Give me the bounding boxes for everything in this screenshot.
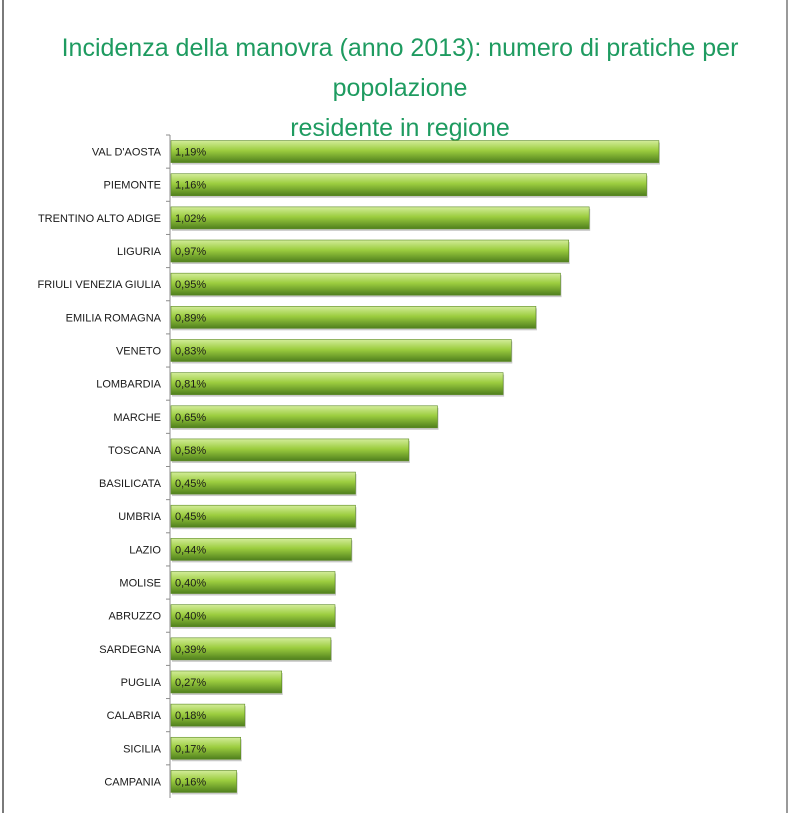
bar (170, 206, 590, 230)
bar (170, 604, 336, 627)
category-label: SARDEGNA (99, 644, 161, 656)
bar (170, 372, 504, 395)
bar (170, 239, 570, 263)
bar (170, 306, 537, 329)
chart-title-line-2: residente in regione (290, 114, 510, 142)
category-label: UMBRIA (118, 511, 161, 523)
bar (170, 339, 512, 362)
category-label: ABRUZZO (108, 611, 161, 623)
bar (170, 405, 438, 429)
category-label: VENETO (116, 345, 161, 357)
category-label: VAL D'AOSTA (92, 147, 162, 159)
bar (170, 670, 282, 694)
bar (170, 637, 332, 661)
right-frame-border (786, 0, 788, 813)
bar (170, 504, 356, 528)
category-label: TOSCANA (108, 445, 162, 457)
category-label: LOMBARDIA (96, 379, 161, 391)
bar-series: VAL D'AOSTA 1,19% PIEMONTE 1,16% TRENTINO AL… (38, 134, 660, 795)
bar (170, 471, 356, 495)
chart-title: Incidenza della manovra (anno 2013): num… (40, 28, 760, 148)
category-label: PIEMONTE (104, 180, 161, 192)
category-label: BASILICATA (99, 478, 162, 490)
category-label: CAMPANIA (104, 776, 161, 788)
value-label: 0,40% (175, 611, 206, 623)
bar (170, 538, 352, 561)
value-label: 1,02% (175, 213, 206, 225)
category-label: MARCHE (113, 412, 161, 424)
value-label: 0,16% (175, 776, 206, 788)
value-label: 0,27% (175, 677, 206, 689)
value-label: 0,89% (175, 312, 206, 324)
value-label: 0,65% (175, 412, 206, 424)
category-label: MOLISE (119, 578, 161, 590)
bar (170, 140, 660, 163)
value-label: 0,83% (175, 345, 206, 357)
category-label: FRIULI VENEZIA GIULIA (38, 279, 162, 291)
bar (170, 703, 246, 727)
chart-title-line-1: Incidenza della manovra (anno 2013): num… (61, 34, 739, 102)
value-label: 0,45% (175, 511, 206, 523)
value-label: 0,81% (175, 379, 206, 391)
value-label: 0,40% (175, 578, 206, 590)
bar (170, 736, 241, 760)
bar (170, 571, 336, 594)
bar (170, 173, 647, 197)
category-label: EMILIA ROMAGNA (66, 312, 162, 324)
bar (170, 438, 410, 462)
value-label: 1,16% (175, 180, 206, 192)
category-label: PUGLIA (121, 677, 162, 689)
value-label: 0,97% (175, 246, 206, 258)
category-label: LIGURIA (117, 246, 162, 258)
bar (170, 272, 561, 296)
value-label: 0,95% (175, 279, 206, 291)
category-label: LAZIO (129, 544, 161, 556)
value-label: 0,18% (175, 710, 206, 722)
left-frame-border (2, 0, 4, 813)
category-label: CALABRIA (107, 710, 162, 722)
category-label: SICILIA (123, 743, 162, 755)
bar (170, 770, 237, 793)
value-label: 0,17% (175, 743, 206, 755)
value-label: 1,19% (175, 147, 206, 159)
value-label: 0,44% (175, 544, 206, 556)
category-label: TRENTINO ALTO ADIGE (38, 213, 161, 225)
value-label: 0,58% (175, 445, 206, 457)
value-label: 0,45% (175, 478, 206, 490)
value-label: 0,39% (175, 644, 206, 656)
